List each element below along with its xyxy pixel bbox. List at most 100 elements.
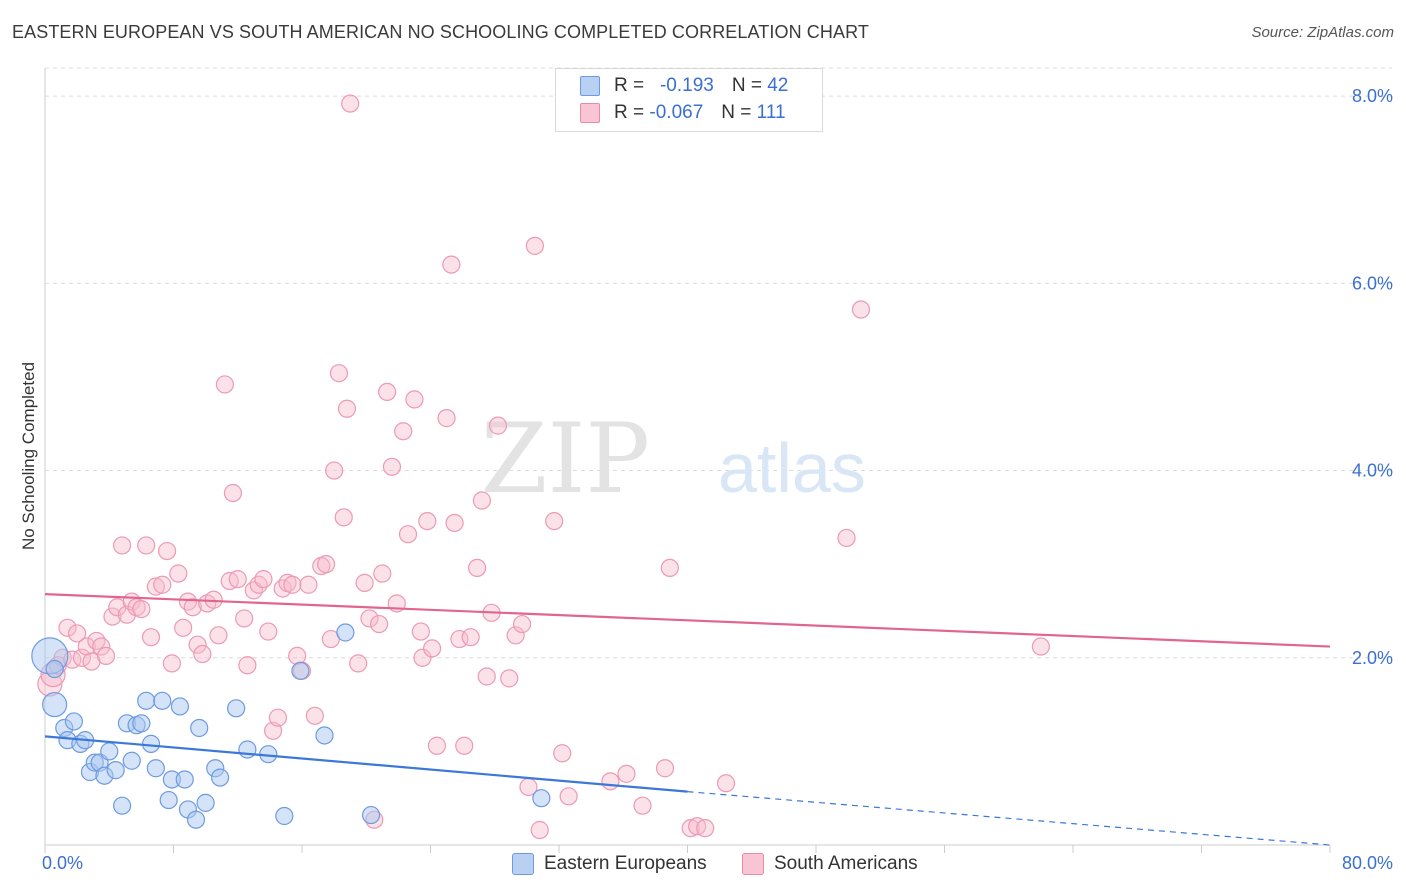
eastern-european-point — [153, 691, 172, 710]
south-american-point — [442, 255, 461, 274]
south-american-point — [223, 483, 243, 503]
south-american-point — [137, 536, 156, 555]
eastern-european-point — [336, 623, 355, 642]
south-american-point — [655, 759, 675, 778]
south-american-point — [249, 575, 268, 594]
watermark-zip: ZIP — [481, 403, 650, 515]
legend-r-value: -0.193 — [659, 75, 714, 96]
south-american-point — [413, 648, 432, 667]
eastern-european-point — [137, 691, 156, 710]
eastern-european-point — [42, 691, 68, 718]
legend-row-eastern-europeans: R = -0.193 N = 42 — [580, 75, 788, 97]
south-american-point — [445, 513, 464, 533]
eastern-european-point — [291, 661, 310, 680]
south-american-point — [273, 579, 292, 598]
legend-n-label: N = — [721, 102, 752, 123]
eastern-europeans-points — [31, 623, 551, 829]
south-american-point — [87, 631, 106, 651]
south-american-point — [423, 639, 442, 658]
south-american-point — [96, 646, 116, 665]
south-american-point — [467, 558, 487, 578]
x-tick-label: 80.0% — [1342, 853, 1393, 873]
y-axis-label: No Schooling Completed — [19, 362, 38, 550]
south-americans-points — [37, 94, 1050, 840]
axes — [44, 68, 1331, 853]
south-american-point — [716, 774, 736, 793]
legend-n-value: 42 — [767, 75, 789, 96]
eastern-european-point — [175, 770, 194, 789]
south-american-point — [215, 375, 234, 394]
south-american-point — [92, 637, 111, 656]
south-american-point — [132, 599, 151, 619]
eastern-european-point — [112, 796, 132, 815]
south-american-point — [162, 654, 181, 673]
south-american-point — [660, 558, 679, 578]
south-american-point — [268, 708, 288, 727]
chart-title: EASTERN EUROPEAN VS SOUTH AMERICAN NO SC… — [12, 22, 869, 42]
x-tick-label: 0.0% — [42, 853, 83, 873]
legend-r-value: -0.067 — [649, 102, 704, 123]
south-american-point — [530, 820, 549, 840]
eastern-european-point — [141, 734, 161, 753]
bottom-legend-eastern-europeans: Eastern Europeans — [512, 852, 707, 876]
bottom-legend-swatch-pink — [742, 853, 764, 875]
south-american-point — [437, 409, 456, 428]
eastern-european-point — [196, 793, 215, 812]
south-american-point — [601, 772, 620, 791]
trendlines — [44, 593, 1331, 846]
source-label: Source: ZipAtlas.com — [1251, 24, 1394, 41]
legend-r-label: R = — [614, 75, 645, 96]
south-american-point — [545, 511, 564, 531]
legend-r-label: R = — [614, 102, 645, 123]
south-american-point — [337, 399, 357, 418]
eastern-european-point — [361, 805, 381, 825]
eastern-european-point — [190, 718, 209, 738]
south-american-point — [418, 511, 437, 531]
y-tick-label: 4.0% — [1352, 461, 1393, 481]
south-american-point — [405, 390, 424, 409]
south-american-point — [506, 626, 525, 645]
eastern-europeans-trendline — [44, 735, 688, 793]
south-american-point — [72, 648, 92, 667]
south-american-point — [696, 819, 715, 838]
south-american-point — [299, 575, 318, 594]
south-american-point — [373, 564, 392, 583]
bottom-legend-label: South Americans — [774, 853, 918, 874]
eastern-european-point — [186, 810, 206, 829]
south-american-point — [103, 607, 122, 626]
south-american-point — [837, 528, 856, 548]
south-american-point — [472, 491, 491, 510]
south-american-point — [382, 457, 402, 476]
south-american-point — [461, 628, 480, 647]
south-american-point — [477, 667, 496, 686]
south-american-point — [259, 622, 278, 641]
south-american-point — [553, 744, 572, 763]
bottom-legend-swatch-blue — [512, 853, 534, 875]
south-american-point — [153, 575, 172, 594]
south-american-point — [183, 598, 202, 617]
legend-swatch-pink — [580, 103, 600, 123]
south-american-point — [68, 624, 87, 643]
south-american-point — [1031, 637, 1050, 656]
eastern-european-point — [315, 726, 334, 745]
south-american-point — [325, 461, 344, 480]
south-americans-trendline — [44, 593, 1331, 648]
eastern-european-point — [275, 806, 294, 826]
south-american-point — [525, 236, 545, 255]
eastern-european-point — [45, 659, 64, 679]
watermark-atlas: atlas — [718, 429, 866, 507]
correlation-legend: R = -0.193 N = 42 R = -0.067 N = 111 — [555, 68, 823, 132]
south-american-point — [112, 536, 132, 555]
south-american-point — [283, 575, 302, 594]
south-american-point — [228, 570, 247, 589]
y-tick-label: 8.0% — [1352, 86, 1393, 106]
south-american-point — [355, 573, 374, 592]
south-american-point — [378, 382, 397, 402]
y-tick-label: 2.0% — [1352, 648, 1393, 668]
south-american-point — [851, 300, 871, 319]
eastern-european-point — [238, 740, 257, 759]
south-american-point — [411, 622, 430, 641]
south-american-point — [305, 706, 324, 725]
south-american-point — [238, 656, 257, 675]
